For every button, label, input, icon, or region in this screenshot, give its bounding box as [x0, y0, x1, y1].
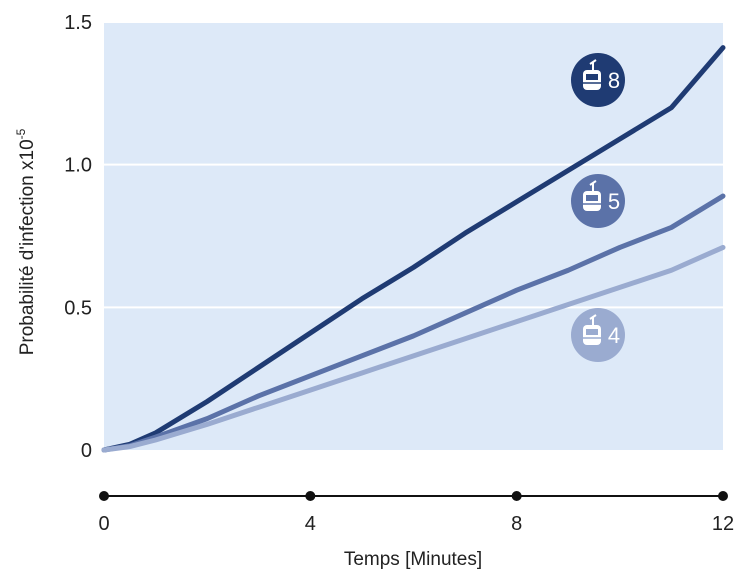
badge-number: 8 — [608, 68, 620, 93]
cable-car-cable — [589, 314, 597, 325]
series-badges: 8 5 4 — [571, 53, 625, 362]
cable-car-window — [586, 329, 598, 335]
y-tick-label: 1.0 — [64, 155, 92, 177]
series-badge-8: 8 — [571, 53, 625, 107]
y-axis-title-text: Probabilité d'infection x10 — [17, 139, 38, 355]
x-axis-dot — [99, 491, 109, 501]
series-line-4 — [101, 244, 726, 453]
x-axis-dot — [718, 491, 728, 501]
cable-car-icon — [583, 314, 601, 345]
y-axis-title-exponent: -5 — [14, 128, 28, 139]
x-axis: 0 4 8 12 — [98, 491, 734, 535]
x-axis-title: Temps [Minutes] — [344, 549, 482, 570]
x-tick-label: 8 — [511, 513, 522, 535]
x-tick-label: 4 — [305, 513, 316, 535]
series-badge-4: 4 — [571, 308, 625, 362]
y-tick-labels: 0 0.5 1.0 1.5 — [64, 12, 92, 462]
y-axis-title: Probabilité d'infection x10-5 — [14, 128, 38, 355]
series-line-8 — [101, 45, 726, 453]
cable-car-cable — [589, 59, 597, 70]
cable-car-window — [586, 74, 598, 80]
series-line-5 — [101, 193, 726, 453]
x-axis-dot — [305, 491, 316, 501]
grid-lines — [104, 21, 723, 309]
y-tick-label: 0 — [81, 440, 92, 462]
cable-car-icon — [583, 59, 601, 90]
cable-car-icon — [583, 180, 601, 211]
plot-background — [104, 22, 723, 450]
series-lines — [101, 45, 726, 453]
y-tick-label: 1.5 — [64, 12, 92, 34]
cable-car-window — [586, 195, 598, 201]
x-tick-label: 0 — [98, 513, 109, 535]
x-tick-label: 12 — [712, 513, 734, 535]
badge-number: 5 — [608, 189, 620, 214]
badge-number: 4 — [608, 323, 620, 348]
series-badge-5: 5 — [571, 174, 625, 228]
y-tick-label: 0.5 — [64, 297, 92, 319]
x-axis-dot — [511, 491, 522, 501]
cable-car-cable — [589, 180, 597, 191]
